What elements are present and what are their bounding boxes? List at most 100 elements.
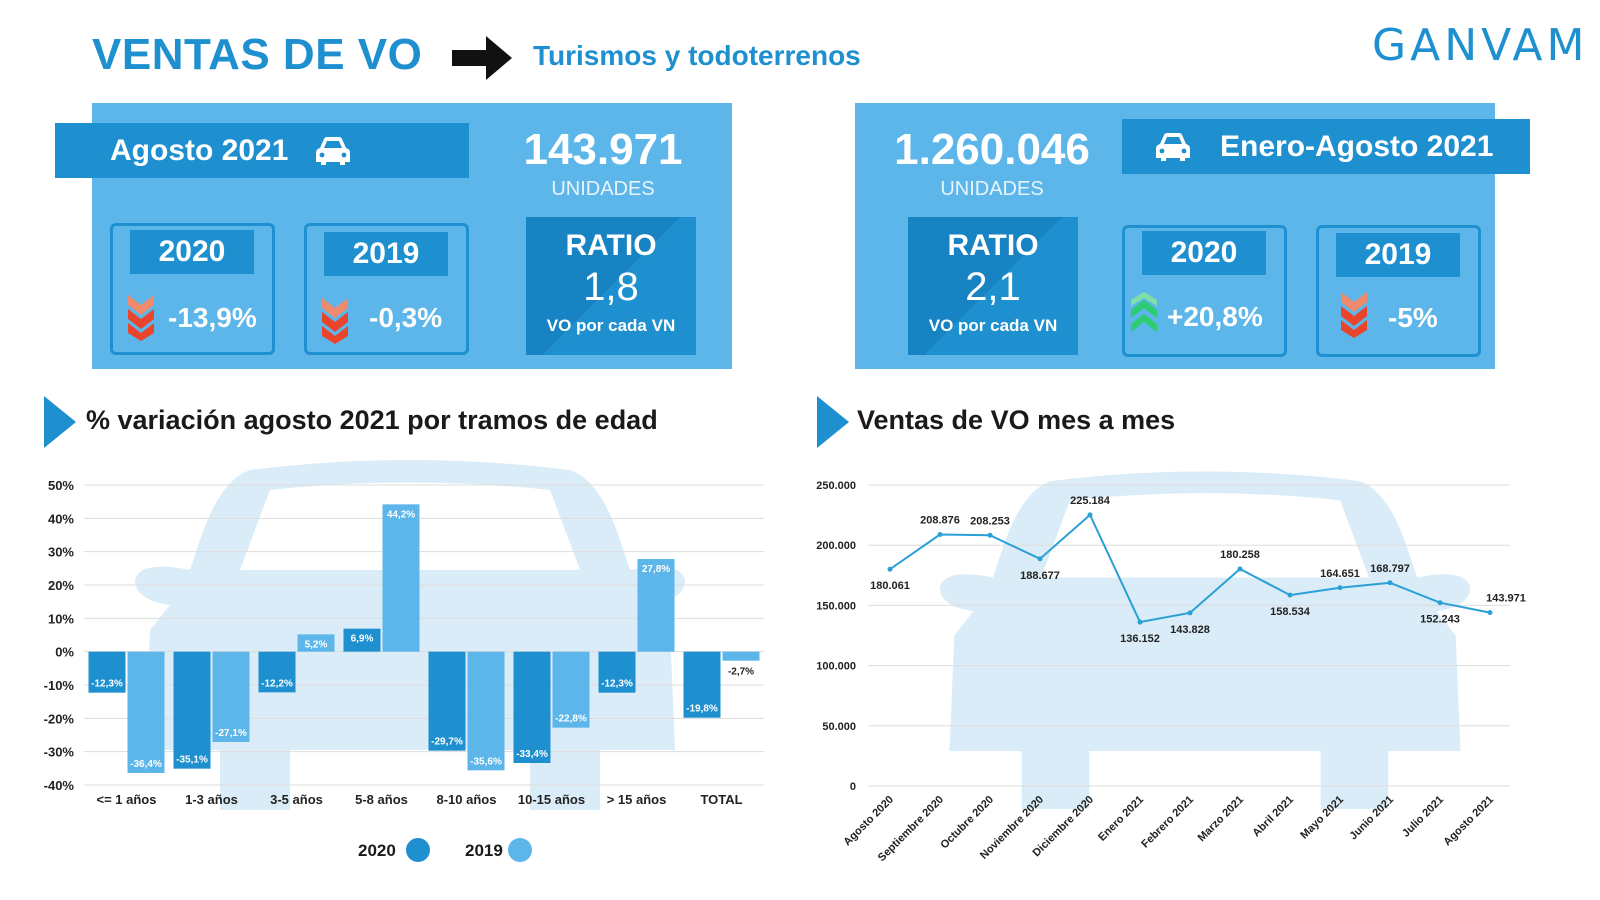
y-tick-label: 250.000 — [816, 480, 856, 492]
x-tick-label: > 15 años — [607, 792, 667, 807]
yoy-year: 2019 — [1336, 233, 1460, 277]
data-label: -35,6% — [470, 756, 502, 767]
data-label: 152.243 — [1420, 614, 1460, 626]
page-subtitle: Turismos y todoterrenos — [533, 40, 861, 71]
y-tick-label: 50% — [48, 478, 74, 493]
data-label: 208.876 — [920, 515, 960, 527]
yoy-change: -5% — [1388, 302, 1438, 333]
arrow-right-icon — [452, 36, 512, 80]
data-label: 168.797 — [1370, 563, 1410, 575]
data-label: 180.061 — [870, 580, 910, 592]
y-tick-label: -20% — [44, 711, 75, 726]
data-point — [1087, 512, 1093, 518]
y-tick-label: -10% — [44, 678, 75, 693]
bar-2019 — [467, 651, 505, 771]
data-label: -29,7% — [431, 737, 463, 748]
ratio-card: RATIO 1,8 VO por cada VN — [526, 217, 696, 355]
data-label: 27,8% — [642, 564, 670, 575]
data-label: 136.152 — [1120, 633, 1160, 645]
ratio-value: 2,1 — [965, 265, 1021, 309]
data-label: 44,2% — [387, 509, 415, 520]
yoy-year: 2020 — [1142, 231, 1266, 275]
data-label: 188.677 — [1020, 570, 1060, 582]
bar-2020 — [428, 651, 466, 751]
y-tick-label: 150.000 — [816, 600, 856, 612]
x-tick-label: Enero 2021 — [1096, 794, 1146, 844]
data-point — [1237, 566, 1243, 572]
ratio-label: RATIO — [565, 229, 657, 262]
trend-down-icon — [322, 298, 348, 344]
data-label: -35,1% — [176, 755, 208, 766]
period-banner: Enero-Agosto 2021 — [1122, 119, 1530, 174]
period-banner: Agosto 2021 — [55, 123, 469, 178]
bar-2019 — [722, 651, 760, 661]
data-point — [1387, 580, 1393, 586]
x-tick-label: 10-15 años — [518, 792, 585, 807]
data-label: -12,3% — [601, 679, 633, 690]
y-tick-label: 0 — [850, 781, 856, 793]
bar-2020 — [343, 628, 381, 652]
data-point — [937, 532, 943, 538]
bar-2019 — [382, 504, 420, 652]
y-tick-label: 100.000 — [816, 661, 856, 673]
data-point — [1287, 592, 1293, 598]
section-marker-icon — [44, 396, 76, 448]
period-label: Enero-Agosto 2021 — [1220, 129, 1494, 163]
x-tick-label: <= 1 años — [97, 792, 157, 807]
bar-2020 — [598, 651, 636, 693]
bar-2020 — [683, 651, 721, 718]
y-tick-label: -30% — [44, 745, 75, 760]
data-point — [1337, 585, 1343, 591]
yoy-year: 2020 — [130, 230, 254, 274]
x-tick-label: 5-8 años — [355, 792, 408, 807]
bar-2019 — [637, 559, 675, 652]
line-chart-monthly: 0 50.000 100.000 150.000 200.000 250.000 180.0… — [816, 480, 1526, 864]
x-tick-label: 1-3 años — [185, 792, 238, 807]
x-tick-label: Abril 2021 — [1250, 794, 1296, 840]
x-tick-label: Junio 2021 — [1347, 794, 1396, 843]
units-label: UNIDADES — [551, 178, 655, 200]
x-tick-label: Febrero 2021 — [1139, 794, 1196, 851]
data-point — [1437, 600, 1443, 606]
brand-logo: GANVAM — [1372, 20, 1589, 71]
yoy-year: 2019 — [324, 232, 448, 276]
ratio-caption: VO por cada VN — [928, 316, 1058, 335]
x-tick-label: Julio 2021 — [1400, 794, 1446, 840]
bar-chart-age: -40% -30% -20% -10% 0% 10% 20% 30% 40% 50% -12,3% -… — [44, 478, 764, 807]
data-point — [887, 566, 893, 572]
data-label: -12,3% — [91, 679, 123, 690]
x-tick-label: Mayo 2021 — [1298, 794, 1346, 842]
period-label: Agosto 2021 — [110, 133, 289, 167]
trend-down-icon — [1341, 292, 1367, 338]
bar-2019 — [212, 651, 250, 742]
yoy-change: +20,8% — [1167, 301, 1263, 332]
yoy-change: -13,9% — [168, 302, 257, 333]
yoy-card-2020 — [110, 223, 275, 355]
x-tick-label: Agosto 2021 — [1441, 794, 1496, 849]
y-tick-label: 0% — [55, 645, 74, 660]
section-title-monthly: Ventas de VO mes a mes — [857, 405, 1176, 435]
y-tick-label: 50.000 — [822, 721, 856, 733]
bar-2019 — [297, 634, 335, 652]
units-label: UNIDADES — [940, 178, 1044, 200]
x-tick-label: 8-10 años — [437, 792, 497, 807]
yoy-card-2019 — [304, 223, 469, 355]
data-label: 6,9% — [351, 634, 374, 645]
x-tick-label: 3-5 años — [270, 792, 323, 807]
data-label: 225.184 — [1070, 495, 1111, 507]
data-label: -19,8% — [686, 704, 718, 715]
yoy-change: -0,3% — [369, 302, 443, 333]
bar-2020 — [173, 651, 211, 769]
trend-up-icon — [1131, 292, 1157, 332]
legend-label-2019: 2019 — [465, 841, 503, 860]
data-point — [1137, 619, 1143, 625]
data-label: 180.258 — [1220, 549, 1260, 561]
data-label: -22,8% — [555, 714, 587, 725]
y-tick-label: 40% — [48, 511, 74, 526]
data-label: 143.971 — [1486, 593, 1526, 605]
ratio-label: RATIO — [947, 229, 1039, 262]
ratio-caption: VO por cada VN — [546, 316, 676, 335]
ratio-value: 1,8 — [583, 265, 639, 309]
yoy-card-2019 — [1316, 225, 1481, 357]
ratio-card: RATIO 2,1 VO por cada VN — [908, 217, 1078, 355]
